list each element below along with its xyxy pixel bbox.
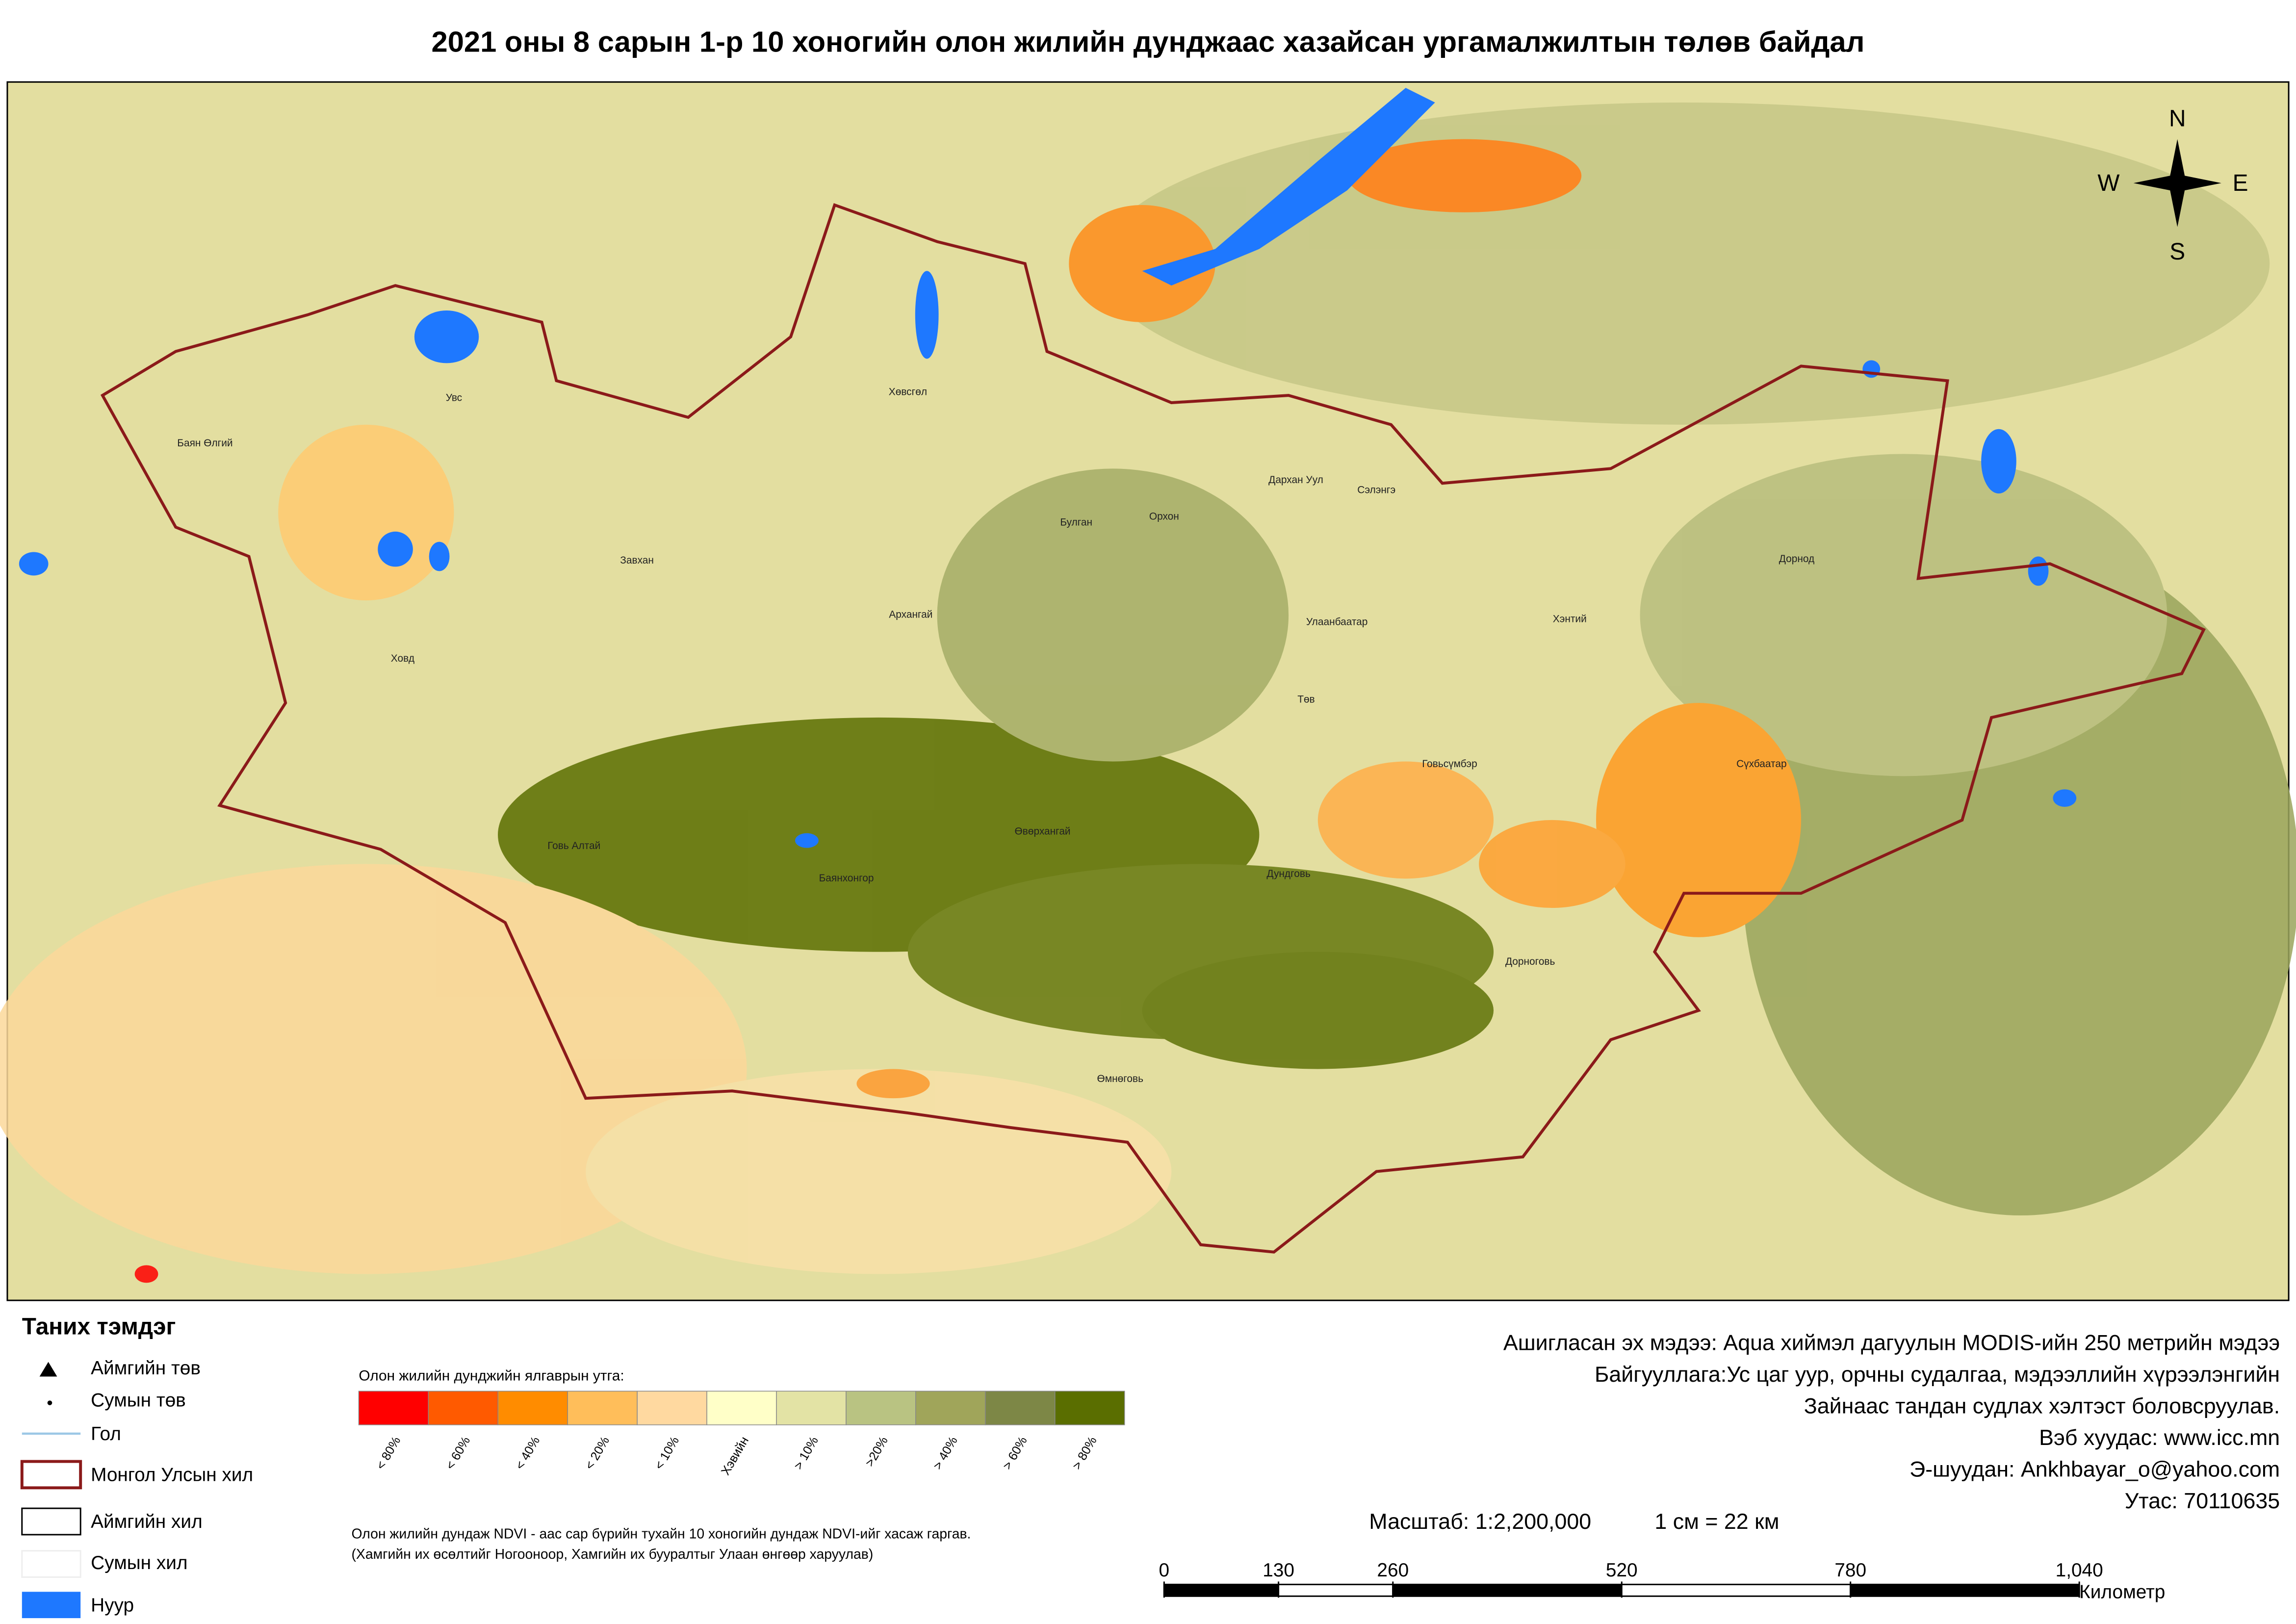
ramp-swatch (428, 1391, 499, 1425)
lakes (19, 88, 2077, 848)
scale-equiv: 1 см = 22 км (1654, 1509, 1779, 1534)
ramp-note: Олон жилийн дундаж NDVI - аас сар бүрийн… (351, 1526, 971, 1542)
scale-tick-label: 520 (1606, 1560, 1638, 1581)
place-label: Ховд (391, 653, 414, 664)
ramp-label: > 60% (1000, 1434, 1030, 1472)
info-line: Утас: 70110635 (2125, 1489, 2280, 1513)
place-label: Баянхонгор (819, 873, 874, 884)
ramp-title: Олон жилийн дунджийн ялгаврын утга: (359, 1367, 624, 1384)
info-line: Ашигласан эх мэдээ: Aqua хиймэл дагуулын… (1503, 1331, 2280, 1355)
legend-symbol (22, 1592, 81, 1619)
place-label: Дорноговь (1505, 956, 1555, 967)
scale-segment (1621, 1583, 1852, 1597)
ramp-swatch (567, 1391, 638, 1425)
ramp-label: < 80% (374, 1434, 404, 1472)
scale-tick-label: 130 (1263, 1560, 1294, 1581)
ramp-swatch (915, 1391, 986, 1425)
place-label: Говьсүмбэр (1422, 758, 1477, 770)
place-label: Хэнтий (1553, 613, 1587, 624)
compass-n: N (2169, 105, 2186, 131)
place-label: Баян Өлгий (177, 438, 232, 449)
compass: N S W E (2097, 105, 2248, 265)
place-label: Булган (1060, 516, 1092, 528)
info-block: Ашигласан эх мэдээ: Aqua хиймэл дагуулын… (1503, 1331, 2280, 1513)
scale-segment (1163, 1583, 1280, 1597)
compass-s: S (2169, 239, 2185, 265)
ramp-label: > 40% (930, 1434, 960, 1472)
place-label: Дархан Уул (1268, 474, 1323, 486)
place-label: Улаанбаатар (1306, 616, 1368, 627)
legend-symbol (21, 1507, 81, 1536)
place-label: Хөвсгөл (889, 387, 927, 398)
vegetation-patches (0, 102, 2296, 1283)
place-label: Увс (446, 392, 462, 404)
ramp-swatch (846, 1391, 916, 1425)
ramp-swatch (1055, 1391, 1125, 1425)
national-border (100, 203, 2206, 1254)
place-label: Дундговь (1266, 868, 1311, 879)
scale-segment (1278, 1583, 1394, 1597)
scale-unit: Километр (2079, 1582, 2165, 1603)
compass-e: E (2233, 170, 2248, 196)
legend-label: Нуур (91, 1595, 134, 1616)
place-label: Говь Алтай (547, 840, 600, 851)
legend-label: Аймгийн хил (91, 1511, 203, 1532)
legend-label: Сумын хил (91, 1552, 187, 1573)
title: 2021 оны 8 сарын 1-р 10 хоногийн олон жи… (432, 25, 1865, 58)
ramp-label: < 40% (513, 1434, 543, 1472)
ramp-swatch (776, 1391, 847, 1425)
compass-w: W (2097, 170, 2119, 196)
scale-ratio: Масштаб: 1:2,200,000 (1369, 1509, 1591, 1534)
ramp-label: >20% (863, 1434, 891, 1469)
ramp-swatch (358, 1391, 429, 1425)
place-label: Өмнөговь (1097, 1073, 1144, 1084)
legend-title: Таних тэмдэг (22, 1314, 176, 1340)
info-line: Зайнаас тандан судлах хэлтэст боловсруул… (1804, 1394, 2280, 1418)
info-line: Вэб хуудас: www.icc.mn (2039, 1425, 2280, 1450)
place-label: Завхан (620, 555, 654, 566)
ramp-label: < 10% (652, 1434, 682, 1472)
place-label: Архангай (889, 609, 932, 620)
place-label: Орхон (1149, 511, 1179, 522)
legend-label: Сумын төв (91, 1390, 186, 1411)
scale-tick-label: 260 (1377, 1560, 1409, 1581)
place-label: Сүхбаатар (1736, 758, 1786, 770)
scale-bar: 0 130 260 520 780 1,040 (1159, 1560, 2103, 1598)
ramp-note: (Хамгийн их өсөлтийг Ногооноор, Хамгийн … (351, 1547, 873, 1562)
map-frame (0, 81, 2296, 1301)
place-label: Төв (1297, 694, 1315, 705)
place-label: Сэлэнгэ (1357, 485, 1395, 496)
legend-symbol (20, 1460, 82, 1490)
compass-rose (2133, 139, 2221, 227)
ramp-label: > 10% (791, 1434, 821, 1472)
place-labels: Баян Өлгий Увс Ховд Завхан Хөвсгөл Архангай Бу… (177, 387, 1814, 1084)
info-line: Э-шуудан: Ankhbayar_o@yahoo.com (1909, 1457, 2280, 1482)
ramp-swatch (985, 1391, 1056, 1425)
place-label: Өвөрхангай (1015, 825, 1071, 837)
scale-segment (1392, 1583, 1623, 1597)
legend-label: Гол (91, 1423, 121, 1444)
ramp-label: < 20% (583, 1434, 613, 1472)
ramp-label: < 60% (443, 1434, 473, 1472)
legend-label: Аймгийн төв (91, 1358, 201, 1379)
info-line: Байгууллага:Ус цаг уур, орчны судалгаа, … (1595, 1362, 2280, 1387)
ramp-label: > 80% (1070, 1434, 1100, 1472)
ramp-swatch (637, 1391, 707, 1425)
ramp-swatch (706, 1391, 777, 1425)
legend-symbol (39, 1362, 57, 1377)
scale-tick-label: 0 (1159, 1560, 1170, 1581)
place-label: Дорнод (1779, 553, 1814, 565)
ramp-label: Хэвийн (719, 1434, 751, 1477)
legend-symbol (21, 1550, 81, 1578)
legend: Аймгийн төв Сумын төв Гол Монгол Улсын хил А… (20, 1358, 253, 1619)
legend-symbol (47, 1400, 52, 1405)
scale-segment (1850, 1583, 2080, 1597)
legend-label: Монгол Улсын хил (91, 1465, 253, 1486)
color-ramp: < 80% < 60% < 40% < 20% < 10% Хэвийн > 10% >20%… (358, 1391, 1125, 1477)
scale-tick-label: 780 (1834, 1560, 1866, 1581)
ramp-swatch (497, 1391, 568, 1425)
scale-tick-label: 1,040 (2056, 1560, 2103, 1581)
